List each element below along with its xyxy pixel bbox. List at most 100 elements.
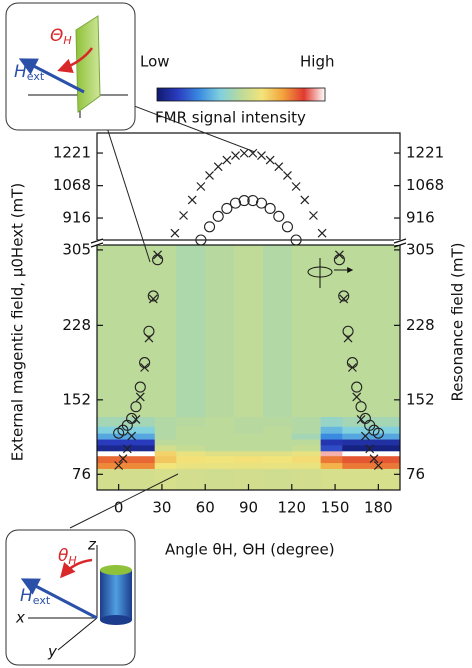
angle-subscript: H <box>68 554 76 567</box>
heatmap-cell <box>320 462 343 469</box>
heatmap-cell <box>320 444 343 452</box>
plate <box>75 15 101 113</box>
heatmap-cell <box>97 416 156 427</box>
angle-symbol: Θ <box>50 26 63 46</box>
cross-marker <box>205 170 214 180</box>
y2-tick-label: 152 <box>406 390 435 408</box>
cross-marker <box>265 155 275 165</box>
x-tick-label: 120 <box>277 499 306 517</box>
heatmap-cell <box>234 450 264 457</box>
heatmap-cell <box>291 468 322 491</box>
heatmap-cell <box>291 245 322 417</box>
cross-marker <box>118 454 128 464</box>
heatmap-cell <box>97 439 156 446</box>
x-tick-label: 0 <box>114 499 124 517</box>
heatmap-cell <box>154 444 177 452</box>
heatmap-cell <box>154 245 177 417</box>
circle-marker <box>126 412 138 425</box>
y-tick-label: 1221 <box>53 144 91 162</box>
heatmap-cell <box>97 433 156 440</box>
heatmap-cell <box>154 450 177 457</box>
heatmap-cell <box>342 462 401 469</box>
heatmap-cell <box>205 245 235 417</box>
x-tick-label: 150 <box>321 499 350 517</box>
cross-marker <box>222 155 232 165</box>
coil-bottom <box>100 615 132 625</box>
colorbar-low: Low <box>140 53 170 71</box>
cross-marker <box>291 182 301 191</box>
plot-frame <box>96 132 401 241</box>
heatmap-cell <box>320 433 343 440</box>
heatmap-cell <box>291 444 322 452</box>
heatmap-cell <box>97 455 156 464</box>
heatmap-cell <box>176 433 206 440</box>
y-axis-label: External magentic field, μ0Hext (mT) <box>9 183 27 461</box>
heatmap-cell <box>234 426 264 434</box>
x-tick-label: 30 <box>152 499 171 517</box>
field-arrow <box>18 58 85 94</box>
y-tick-label: 228 <box>62 316 91 334</box>
heatmap-cell <box>291 450 322 457</box>
cross-marker <box>356 415 366 424</box>
plot: 916 1068 1221 916 1068 1221 76 152 228 305 76 152 22… <box>9 87 467 559</box>
connector <box>101 111 151 263</box>
heatmap-cell <box>234 245 264 417</box>
y2-tick-label: 305 <box>406 240 435 258</box>
heatmap-cell <box>262 245 293 417</box>
angle-symbol: θ <box>58 546 69 566</box>
heatmap-cell <box>234 444 264 452</box>
circle-marker <box>351 381 363 393</box>
axis-break <box>393 238 407 248</box>
cross-marker <box>369 454 379 464</box>
circle-marker <box>212 210 224 222</box>
x-tick-label: 180 <box>364 499 393 517</box>
heatmap-cell <box>234 455 264 464</box>
heatmap-cell <box>320 245 343 417</box>
circle-marker <box>203 221 216 233</box>
heatmap-cell <box>176 455 206 464</box>
field-subscript: ext <box>33 594 51 607</box>
heatmap-cell <box>291 416 322 427</box>
y2-tick-label: 916 <box>406 209 435 227</box>
heatmap-cell <box>234 462 264 469</box>
heatmap-cell <box>291 439 322 446</box>
circle-marker <box>221 202 233 215</box>
y-tick-label: 916 <box>62 209 91 227</box>
heatmap-cell <box>342 468 401 491</box>
heatmap-cell <box>234 468 264 491</box>
angle-arrow <box>57 47 94 73</box>
circle-marker <box>152 254 164 266</box>
heatmap-cell <box>262 455 293 464</box>
heatmap-cell <box>342 450 401 457</box>
inset-top: ΘH Hext <box>5 2 136 131</box>
coil <box>100 570 132 620</box>
coil-top <box>100 565 132 575</box>
heatmap-cell <box>262 468 293 491</box>
cross-marker <box>373 461 383 470</box>
axis-break <box>90 238 104 248</box>
cross-marker <box>274 162 284 172</box>
heatmap-cell <box>262 433 293 440</box>
heatmap-cell <box>320 455 343 464</box>
circle-marker <box>281 221 294 233</box>
y-tick-label: 152 <box>62 390 91 408</box>
heatmap-cell <box>176 468 206 491</box>
heatmap-cell <box>205 439 235 446</box>
heatmap-cell <box>234 439 264 446</box>
circle-marker <box>264 202 276 215</box>
heatmap-cell <box>320 426 343 434</box>
cross-marker <box>352 392 362 402</box>
x-tick-label: 60 <box>196 499 215 517</box>
y2-tick-label: 76 <box>406 465 425 483</box>
heatmap-cell <box>176 462 206 469</box>
heatmap-cell <box>342 416 401 427</box>
heatmap-cell <box>320 468 343 491</box>
y2-tick-label: 228 <box>406 316 435 334</box>
axis-break-gap <box>394 240 406 245</box>
heatmap-cell <box>262 416 293 427</box>
heatmap-cell <box>320 439 343 446</box>
heatmap-cell <box>176 416 206 427</box>
heatmap-cell <box>291 426 322 434</box>
axis-name: y <box>47 643 58 661</box>
heatmap-cell <box>176 426 206 434</box>
